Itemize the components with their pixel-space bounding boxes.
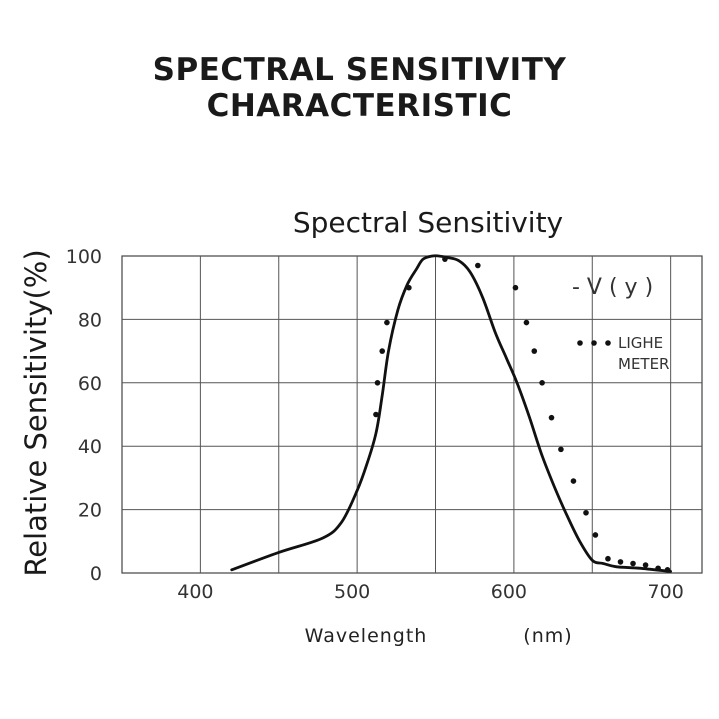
series-light-meter-point [523,319,530,326]
series-light-meter-point [374,380,381,386]
y-tick-label: 100 [66,246,102,268]
y-tick-label: 60 [78,373,102,395]
series-light-meter-point [558,446,564,453]
legend-meter-label-line-1: LIGHE [618,334,663,352]
series-light-meter-point [373,411,379,418]
series-light-meter-point [442,256,448,262]
legend-dot [591,340,597,346]
series-light-meter-point [655,565,661,572]
y-tick-label: 0 [90,563,102,585]
series-light-meter-point [406,284,412,291]
legend-dot [605,340,611,346]
x-tick-labels: 400 500 600 700 [177,581,684,603]
series-v-y-line [230,254,672,573]
page-title-line-1: SPECTRAL SENSITIVITY [152,52,567,88]
series-light-meter-point [379,348,386,354]
legend-dots-marker [577,340,611,346]
x-tick-label: 400 [177,581,213,603]
series-light-meter-point [539,380,545,386]
y-tick-labels: 0 20 40 60 80 100 [66,246,102,585]
x-tick-label: 700 [648,581,684,603]
series-light-meter-point [570,478,577,484]
y-axis-label: Relative Sensitivity(%) [19,249,53,576]
series-light-meter-point [583,509,589,516]
series-light-meter-point [642,562,649,568]
legend-dot [577,340,583,346]
x-axis-unit: (nm) [523,625,572,647]
series-light-meter-point [512,284,519,291]
x-axis-label: Wavelength [305,625,428,647]
chart-title: Spectral Sensitivity [293,206,563,239]
series-light-meter-point [384,319,390,326]
series-light-meter-point [475,262,481,269]
series-light-meter-point [548,414,555,421]
chart-grid [121,255,703,574]
series-light-meter-point [531,348,538,354]
y-tick-label: 40 [78,436,102,458]
x-tick-label: 600 [491,581,527,603]
series-light-meter-point [592,532,599,538]
series-light-meter-point [605,555,611,562]
series-light-meter-point [664,567,671,573]
page-title-line-2: CHARACTERISTIC [206,88,513,124]
series-light-meter-point [617,559,624,565]
chart-series [230,254,672,573]
legend-meter-label-line-2: METER [618,355,669,373]
page-title: SPECTRAL SENSITIVITY CHARACTERISTIC [0,52,719,124]
series-light-meter-point [630,560,636,567]
y-tick-label: 20 [78,500,102,522]
y-tick-label: 80 [78,309,102,331]
chart-legend: - V ( y ) LIGHE METER [572,275,669,373]
plot-frame [121,255,703,574]
legend-v-y-label: - V ( y ) [572,275,653,300]
x-tick-label: 500 [334,581,370,603]
